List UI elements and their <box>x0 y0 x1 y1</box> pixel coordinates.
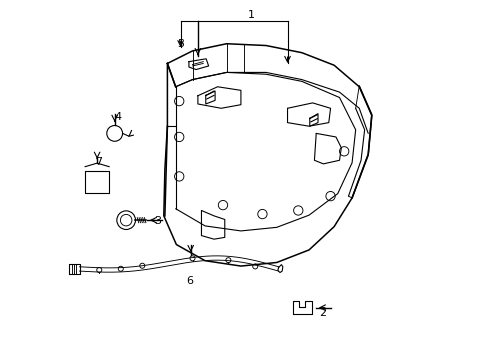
Text: 7: 7 <box>95 157 102 167</box>
Text: 3: 3 <box>154 216 161 226</box>
Text: 4: 4 <box>115 112 122 122</box>
Text: 6: 6 <box>186 276 193 286</box>
Text: 2: 2 <box>319 308 325 318</box>
Text: 1: 1 <box>248 10 255 20</box>
Text: 5: 5 <box>177 39 184 49</box>
